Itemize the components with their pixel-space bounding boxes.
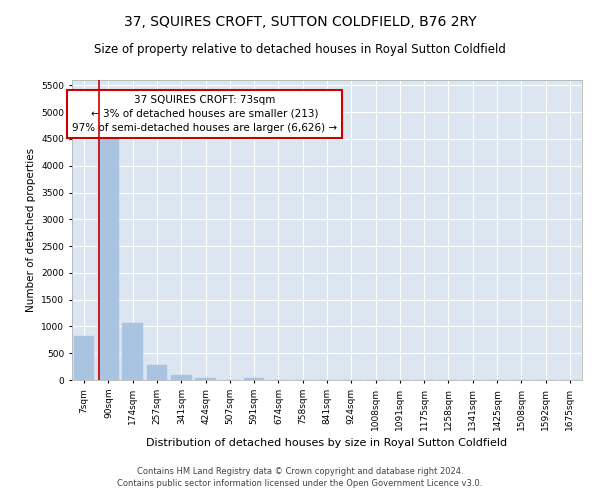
Text: Size of property relative to detached houses in Royal Sutton Coldfield: Size of property relative to detached ho… — [94, 42, 506, 56]
Bar — [98, 134, 119, 380]
X-axis label: Distribution of detached houses by size in Royal Sutton Coldfield: Distribution of detached houses by size … — [146, 438, 508, 448]
Bar — [244, 378, 265, 380]
Y-axis label: Number of detached properties: Number of detached properties — [26, 148, 36, 312]
Bar — [195, 378, 216, 380]
Bar — [122, 323, 143, 380]
Bar — [171, 374, 191, 380]
Bar — [74, 336, 94, 380]
Text: Contains HM Land Registry data © Crown copyright and database right 2024.
Contai: Contains HM Land Registry data © Crown c… — [118, 466, 482, 487]
Text: 37, SQUIRES CROFT, SUTTON COLDFIELD, B76 2RY: 37, SQUIRES CROFT, SUTTON COLDFIELD, B76… — [124, 15, 476, 29]
Bar — [146, 365, 167, 380]
Text: 37 SQUIRES CROFT: 73sqm
← 3% of detached houses are smaller (213)
97% of semi-de: 37 SQUIRES CROFT: 73sqm ← 3% of detached… — [72, 95, 337, 133]
